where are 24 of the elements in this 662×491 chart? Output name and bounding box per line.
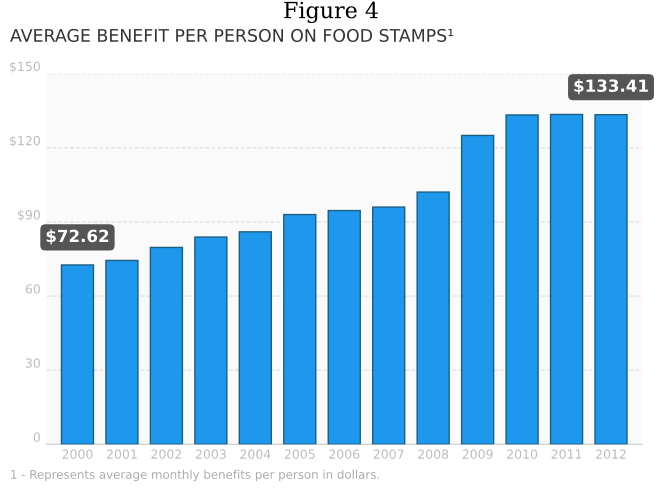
x-tick-label: 2009: [462, 449, 493, 459]
y-tick-label: $120: [10, 136, 40, 148]
x-tick-label: 2008: [418, 449, 448, 459]
x-tick-label: 2000: [62, 449, 93, 459]
x-tick-label: 2011: [552, 449, 582, 459]
x-tick-label: 2010: [507, 449, 538, 459]
x-tick-label: 2006: [329, 449, 360, 459]
y-tick-label: $150: [10, 62, 40, 73]
x-tick-label: 2012: [596, 449, 626, 459]
y-tick-label: 60: [26, 284, 40, 294]
x-tick-label: 2007: [374, 449, 404, 459]
x-tick-label: 2005: [284, 449, 315, 459]
x-tick-label: 2003: [196, 449, 226, 459]
y-tick-label: $90: [18, 210, 40, 222]
x-tick-label: 2001: [106, 449, 137, 459]
chart-title: AVERAGE BENEFIT PER PERSON ON FOOD STAMPS¹: [10, 28, 454, 42]
text: 1 - Represents average monthly benefits per person in dollars.: [11, 470, 379, 482]
x-tick-label: 2004: [240, 449, 271, 459]
caption: Figure 4: [284, 2, 378, 24]
y-tick-label: 0: [34, 432, 40, 442]
data-label: $72.62: [46, 229, 108, 244]
x-tick-label: 2002: [151, 449, 182, 459]
data-label: $133.41: [574, 79, 648, 94]
y-tick-label: 30: [26, 358, 40, 368]
